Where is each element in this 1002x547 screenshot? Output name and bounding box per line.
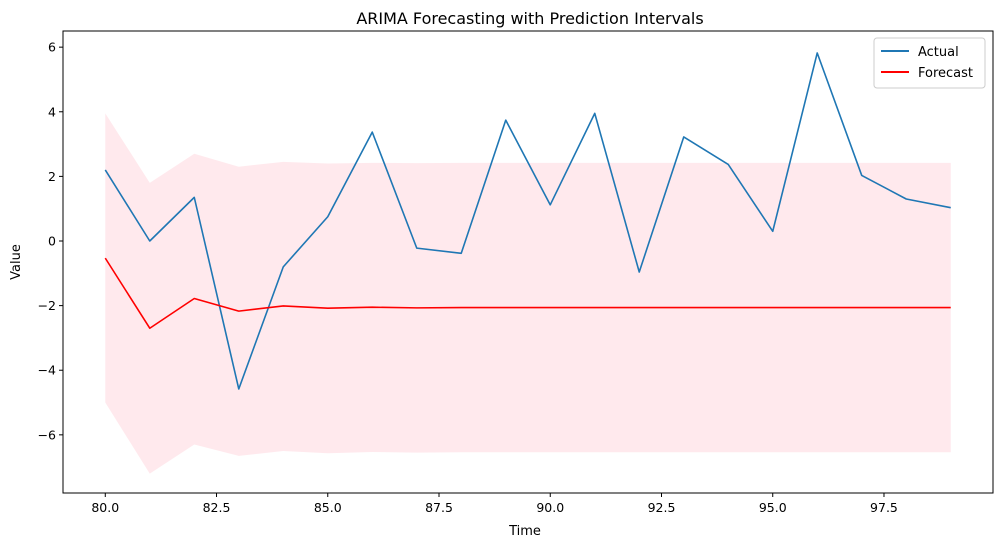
x-tick-label: 95.0 — [759, 500, 787, 515]
x-tick-label: 85.0 — [314, 500, 342, 515]
x-tick-label: 92.5 — [648, 500, 676, 515]
chart-title: ARIMA Forecasting with Prediction Interv… — [356, 9, 703, 28]
y-tick-label: 6 — [48, 40, 56, 55]
y-tick-label: −4 — [38, 363, 56, 378]
y-tick-label: −2 — [38, 298, 56, 313]
x-axis-label: Time — [508, 524, 541, 539]
legend-actual-label: Actual — [918, 45, 959, 60]
plot-frame — [62, 30, 994, 494]
x-tick-label: 90.0 — [536, 500, 564, 515]
x-axis: 80.0 82.5 85.0 87.5 90.0 92.5 95.0 97.5 — [91, 493, 898, 515]
legend: Actual Forecast — [873, 37, 986, 89]
series-points-forecast — [105, 258, 951, 329]
x-tick-label: 82.5 — [203, 500, 231, 515]
series-points-actual — [105, 52, 951, 389]
y-tick-label: 2 — [48, 169, 56, 184]
prediction-interval-band — [105, 113, 951, 474]
y-tick-label: −6 — [38, 427, 56, 442]
series-line-actual — [104, 52, 951, 390]
plot-area — [104, 52, 951, 474]
y-tick-label: 4 — [48, 104, 56, 119]
x-tick-label: 87.5 — [425, 500, 453, 515]
x-tick-label: 80.0 — [91, 500, 119, 515]
y-tick-label: 0 — [48, 234, 56, 249]
legend-forecast-label: Forecast — [918, 66, 973, 81]
y-axis: −6 −4 −2 0 2 4 6 — [38, 40, 63, 442]
y-axis-label: Value — [9, 244, 24, 280]
series-line-forecast — [104, 257, 951, 330]
x-tick-label: 97.5 — [870, 500, 898, 515]
